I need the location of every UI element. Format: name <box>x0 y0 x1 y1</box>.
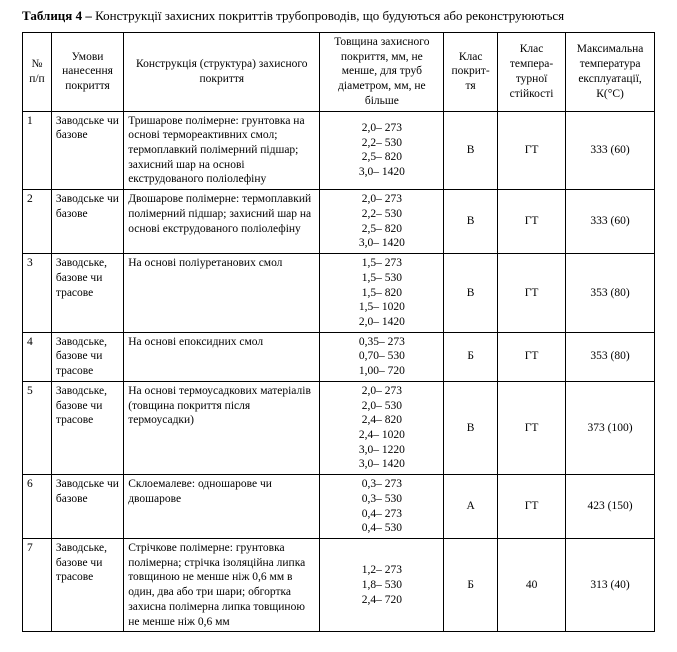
table-row: 7Заводське, базове чи трасовеСтрічкове п… <box>23 539 655 632</box>
cell-thick: 0,3– 273 0,3– 530 0,4– 273 0,4– 530 <box>320 475 444 539</box>
cell-num: 1 <box>23 111 52 190</box>
cell-thick: 1,2– 273 1,8– 530 2,4– 720 <box>320 539 444 632</box>
cell-thick: 2,0– 273 2,0– 530 2,4– 820 2,4– 1020 3,0… <box>320 381 444 474</box>
cell-cond: Заводське, базове чи трасове <box>51 332 123 381</box>
cell-class: А <box>444 475 498 539</box>
table-row: 1Заводське чи базовеТришарове полімерне:… <box>23 111 655 190</box>
cell-num: 6 <box>23 475 52 539</box>
cell-struct: Стрічкове полімерне: грунтовка полімерна… <box>124 539 320 632</box>
header-row: № п/п Умови нанесення покриття Конструкц… <box>23 33 655 112</box>
cell-max-temp: 313 (40) <box>566 539 655 632</box>
table-row: 6Заводське чи базовеСклоемалеве: одношар… <box>23 475 655 539</box>
cell-cond: Заводське чи базове <box>51 190 123 254</box>
cell-max-temp: 353 (80) <box>566 254 655 333</box>
caption-bold: Таблиця 4 – <box>22 8 92 23</box>
cell-cond: Заводське, базове чи трасове <box>51 254 123 333</box>
cell-max-temp: 353 (80) <box>566 332 655 381</box>
header-thick: Товщина захисного покриття, мм, не менше… <box>320 33 444 112</box>
cell-struct: Склоемалеве: одношарове чи двошарове <box>124 475 320 539</box>
cell-thick: 2,0– 273 2,2– 530 2,5– 820 3,0– 1420 <box>320 111 444 190</box>
cell-cond: Заводське, базове чи трасове <box>51 539 123 632</box>
header-num: № п/п <box>23 33 52 112</box>
cell-num: 3 <box>23 254 52 333</box>
cell-num: 7 <box>23 539 52 632</box>
cell-temp-class: ГТ <box>497 254 565 333</box>
cell-cond: Заводське чи базове <box>51 111 123 190</box>
header-max-temp: Максимальна температура експлуатації, К(… <box>566 33 655 112</box>
cell-temp-class: ГТ <box>497 332 565 381</box>
cell-num: 4 <box>23 332 52 381</box>
cell-class: В <box>444 190 498 254</box>
cell-thick: 2,0– 273 2,2– 530 2,5– 820 3,0– 1420 <box>320 190 444 254</box>
cell-num: 2 <box>23 190 52 254</box>
cell-max-temp: 333 (60) <box>566 111 655 190</box>
table-row: 4Заводське, базове чи трасовеНа основі е… <box>23 332 655 381</box>
cell-cond: Заводське чи базове <box>51 475 123 539</box>
cell-thick: 0,35– 273 0,70– 530 1,00– 720 <box>320 332 444 381</box>
cell-class: Б <box>444 332 498 381</box>
cell-class: В <box>444 254 498 333</box>
table-caption: Таблиця 4 – Конструкції захисних покритт… <box>22 8 655 24</box>
cell-temp-class: ГТ <box>497 475 565 539</box>
cell-max-temp: 373 (100) <box>566 381 655 474</box>
table-row: 5Заводське, базове чи трасовеНа основі т… <box>23 381 655 474</box>
cell-class: В <box>444 111 498 190</box>
table-row: 2Заводське чи базовеДвошарове полімерне:… <box>23 190 655 254</box>
header-struct: Конструкція (структура) захисного покрит… <box>124 33 320 112</box>
cell-thick: 1,5– 273 1,5– 530 1,5– 820 1,5– 1020 2,0… <box>320 254 444 333</box>
cell-temp-class: 40 <box>497 539 565 632</box>
cell-struct: Тришарове полімерне: грунтовка на основі… <box>124 111 320 190</box>
header-class: Клас покрит-тя <box>444 33 498 112</box>
cell-struct: На основі епоксидних смол <box>124 332 320 381</box>
cell-max-temp: 423 (150) <box>566 475 655 539</box>
cell-cond: Заводське, базове чи трасове <box>51 381 123 474</box>
cell-temp-class: ГТ <box>497 111 565 190</box>
cell-struct: На основі термоусадкових матеріалів (тов… <box>124 381 320 474</box>
table-row: 3Заводське, базове чи трасовеНа основі п… <box>23 254 655 333</box>
cell-max-temp: 333 (60) <box>566 190 655 254</box>
cell-struct: На основі поліуретанових смол <box>124 254 320 333</box>
cell-temp-class: ГТ <box>497 381 565 474</box>
cell-temp-class: ГТ <box>497 190 565 254</box>
cell-class: В <box>444 381 498 474</box>
cell-class: Б <box>444 539 498 632</box>
cell-struct: Двошарове полімерне: термоплавкий поліме… <box>124 190 320 254</box>
coatings-table: № п/п Умови нанесення покриття Конструкц… <box>22 32 655 632</box>
cell-num: 5 <box>23 381 52 474</box>
header-temp-class: Клас темпера-турної стійкості <box>497 33 565 112</box>
caption-text: Конструкції захисних покриттів трубопров… <box>92 8 564 23</box>
header-cond: Умови нанесення покриття <box>51 33 123 112</box>
